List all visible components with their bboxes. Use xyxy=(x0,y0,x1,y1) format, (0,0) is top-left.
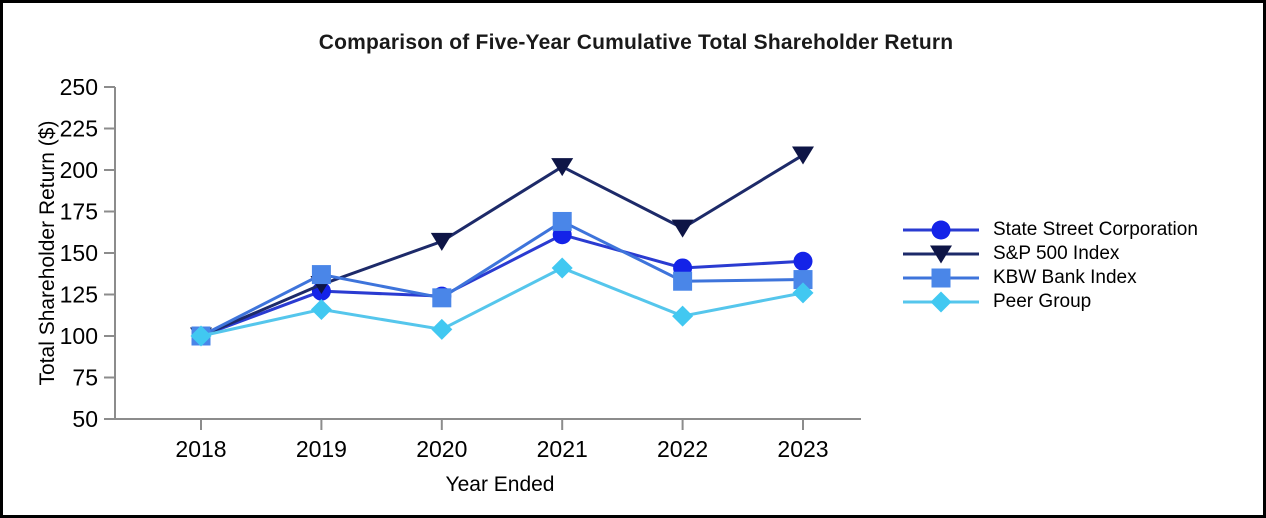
legend-item: S&P 500 Index xyxy=(901,242,1198,266)
series-line xyxy=(200,153,804,338)
legend-label: S&P 500 Index xyxy=(993,243,1120,264)
x-tick-label: 2022 xyxy=(657,436,708,462)
data-point-marker xyxy=(793,270,813,290)
y-tick-label: 175 xyxy=(60,199,98,225)
legend-marker xyxy=(930,245,952,264)
data-point-marker xyxy=(672,305,694,327)
data-point-marker xyxy=(551,257,573,279)
y-tick-label: 225 xyxy=(60,116,98,142)
x-tick-label: 2018 xyxy=(175,436,226,462)
legend-item: State Street Corporation xyxy=(901,218,1198,242)
legend-marker-icon xyxy=(903,268,979,288)
y-tick-label: 200 xyxy=(60,157,98,183)
plot-area: 50 75 100 125 150 175 200 225 250 2018 2019 2020 202… xyxy=(60,74,861,462)
x-tick-label: 2020 xyxy=(416,436,467,462)
data-point-marker xyxy=(793,251,813,271)
series-kbw-bank-index xyxy=(191,211,813,346)
data-point-marker xyxy=(310,298,332,320)
series-line xyxy=(200,266,804,338)
series-line xyxy=(200,233,804,338)
data-point-marker xyxy=(311,265,331,285)
legend: State Street Corporation S&P 500 Index K… xyxy=(901,218,1198,314)
series-line xyxy=(200,219,804,338)
y-tick-label: 75 xyxy=(72,365,98,391)
y-tick-label: 250 xyxy=(60,74,98,100)
data-point-marker xyxy=(673,271,693,291)
legend-marker-icon xyxy=(903,291,979,313)
y-tick-label: 100 xyxy=(60,323,98,349)
data-point-marker xyxy=(671,219,694,238)
chart-title: Comparison of Five-Year Cumulative Total… xyxy=(318,31,954,54)
data-point-marker xyxy=(430,232,453,251)
legend-marker xyxy=(931,220,951,240)
series-peer-group xyxy=(190,257,814,347)
legend-label: Peer Group xyxy=(993,291,1092,312)
legend-marker-icon xyxy=(903,245,979,264)
legend-marker-icon xyxy=(903,220,979,240)
data-point-marker xyxy=(431,318,453,340)
series-s-p-500-index xyxy=(190,146,814,346)
data-point-marker xyxy=(792,146,814,165)
y-axis-title: Total Shareholder Return ($) xyxy=(36,120,59,386)
data-point-marker xyxy=(792,282,814,304)
x-tick-label: 2021 xyxy=(537,436,588,462)
data-point-marker xyxy=(552,211,572,231)
data-point-marker xyxy=(432,288,452,308)
y-tick-label: 50 xyxy=(72,406,98,432)
x-tick-label: 2023 xyxy=(777,436,828,462)
x-tick-label: 2019 xyxy=(296,436,347,462)
legend-item: Peer Group xyxy=(901,290,1198,314)
legend-marker xyxy=(930,291,952,313)
data-point-marker xyxy=(551,158,574,177)
legend-label: State Street Corporation xyxy=(993,219,1198,240)
legend-item: KBW Bank Index xyxy=(901,266,1198,290)
y-tick-label: 150 xyxy=(60,240,98,266)
legend-marker xyxy=(931,268,951,288)
x-axis-title: Year Ended xyxy=(445,473,555,496)
data-point-marker xyxy=(190,325,212,347)
legend-label: KBW Bank Index xyxy=(993,267,1137,288)
y-tick-label: 125 xyxy=(60,282,98,308)
series-state-street-corporation xyxy=(191,225,813,346)
